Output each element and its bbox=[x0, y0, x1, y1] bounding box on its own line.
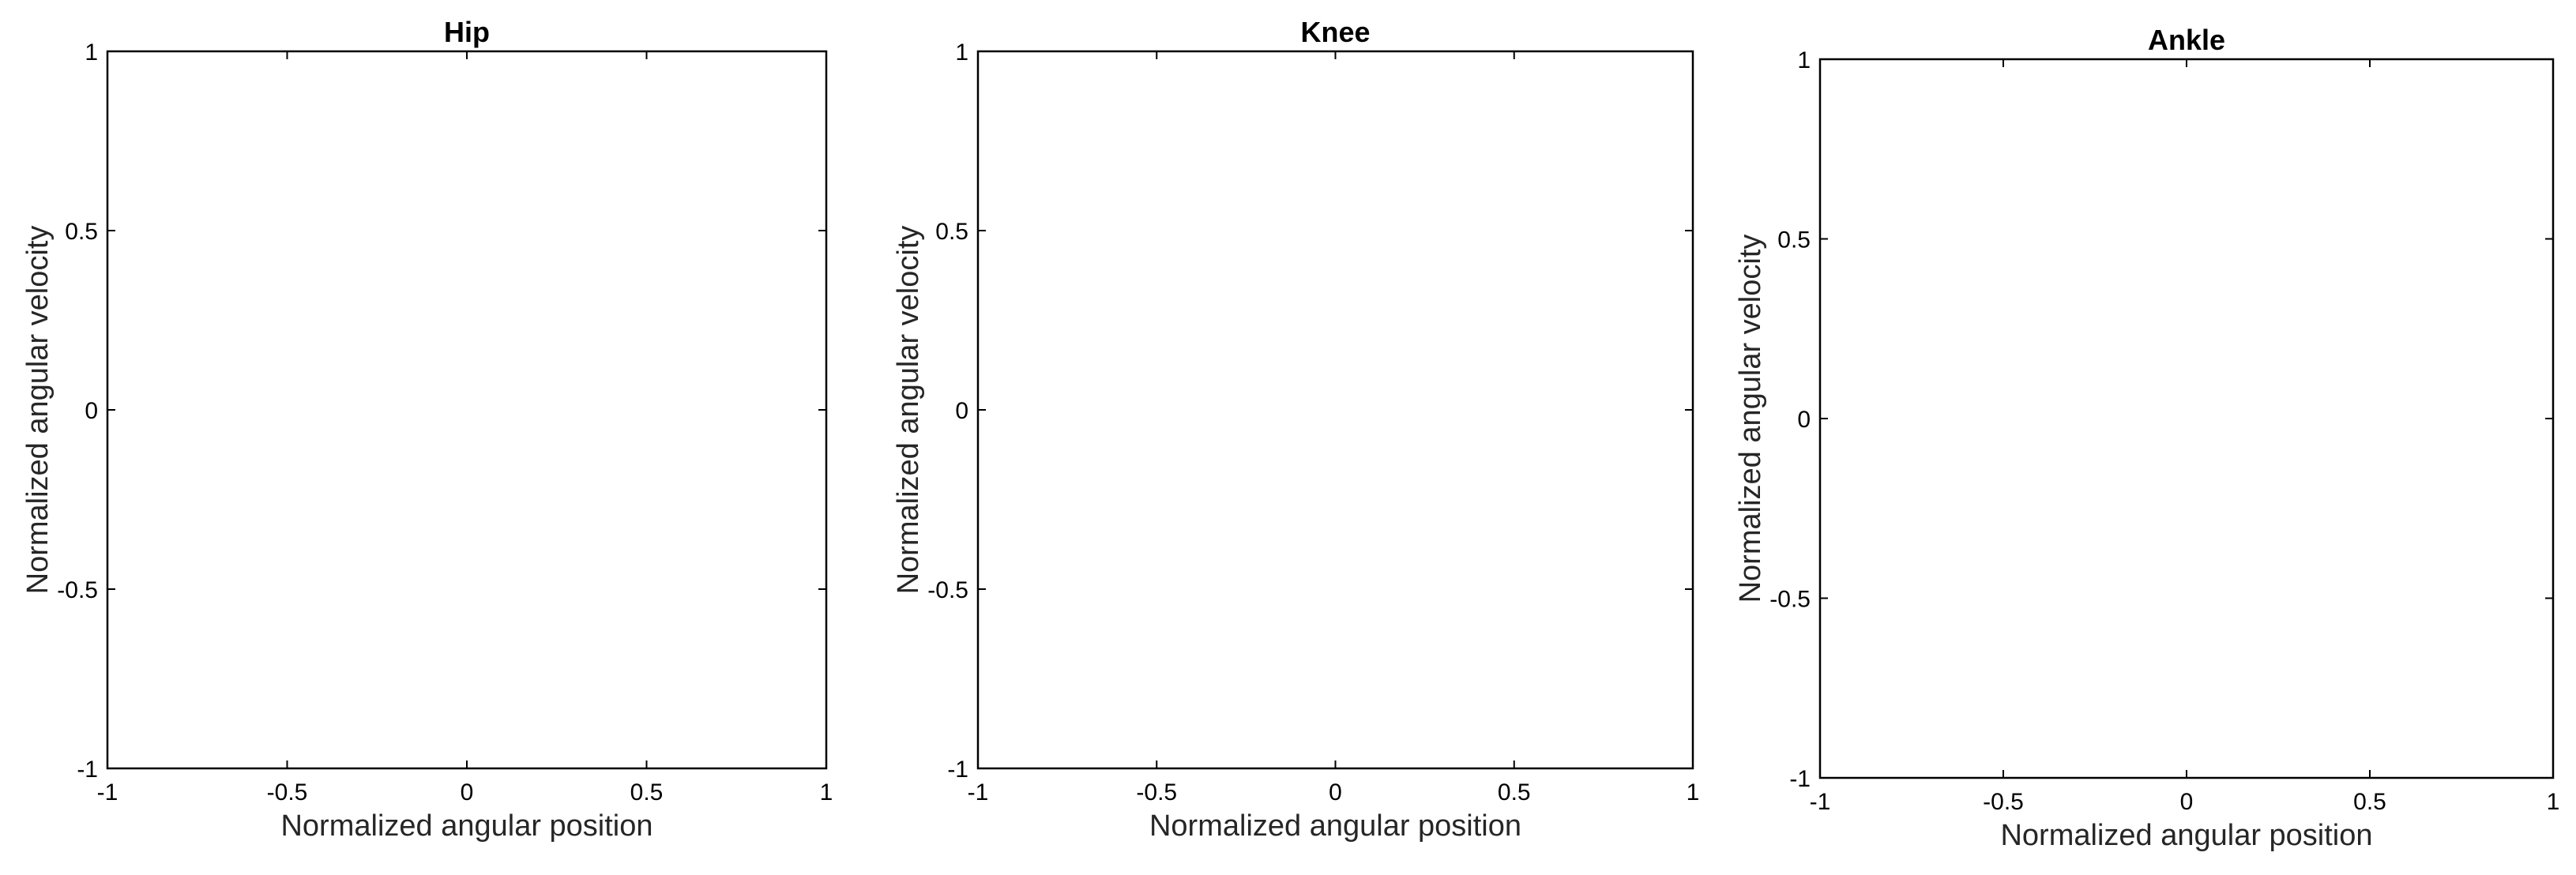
y-tick-label: 0 bbox=[1797, 407, 1811, 433]
y-tick-label: 0 bbox=[955, 398, 968, 424]
y-axis-label: Normalized angular velocity bbox=[21, 226, 55, 595]
axes-box bbox=[1818, 58, 2555, 779]
x-tick-label: -0.5 bbox=[267, 779, 308, 806]
panel-title: Hip bbox=[444, 16, 490, 48]
y-tick-label: -0.5 bbox=[1769, 587, 1811, 613]
y-tick-label: -0.5 bbox=[927, 577, 968, 603]
x-axis-label: Normalized angular position bbox=[280, 809, 652, 843]
x-tick-label: 0 bbox=[2180, 789, 2194, 815]
panel-ankle: -1 -0.5 0 0.5 1 -1 -0.5 0 0.5 1 Normalized angular… bbox=[1734, 24, 2559, 852]
x-tick-label: 1 bbox=[820, 779, 833, 806]
panel-hip: -1 -0.5 0 0.5 1 -1 -0.5 0 0.5 1 Normalized angular… bbox=[21, 16, 833, 843]
axes-box bbox=[106, 50, 828, 770]
y-tick-label: 1 bbox=[85, 39, 98, 66]
x-tick-label: -1 bbox=[968, 779, 989, 806]
x-tick-label: -1 bbox=[97, 779, 118, 806]
x-tick-label: -0.5 bbox=[1983, 789, 2024, 815]
y-tick-label: 0.5 bbox=[65, 219, 98, 245]
y-tick-label: 0.5 bbox=[1777, 227, 1811, 253]
y-tick-label: -1 bbox=[1789, 766, 1811, 792]
x-tick-label: 0.5 bbox=[1498, 779, 1531, 806]
x-tick-label: 0 bbox=[1329, 779, 1342, 806]
panel-knee: -1 -0.5 0 0.5 1 -1 -0.5 0 0.5 1 Normalized angular… bbox=[892, 16, 1699, 843]
panel-title: Knee bbox=[1300, 16, 1370, 48]
y-axis-label: Normalized angular velocity bbox=[1734, 235, 1767, 603]
x-tick-label: 1 bbox=[2547, 789, 2560, 815]
y-tick-label: -0.5 bbox=[57, 577, 98, 603]
y-axis-label: Normalized angular velocity bbox=[892, 226, 925, 595]
panel-title: Ankle bbox=[2148, 24, 2225, 56]
x-tick-label: 0.5 bbox=[2353, 789, 2386, 815]
x-tick-label: -0.5 bbox=[1136, 779, 1177, 806]
y-tick-label: 1 bbox=[955, 39, 968, 66]
y-tick-label: -1 bbox=[77, 757, 98, 783]
x-tick-label: 1 bbox=[1687, 779, 1700, 806]
y-tick-label: 1 bbox=[1797, 47, 1811, 73]
x-tick-label: -1 bbox=[1810, 789, 1831, 815]
axes-box bbox=[976, 50, 1694, 770]
y-tick-label: -1 bbox=[947, 757, 968, 783]
y-tick-label: 0.5 bbox=[935, 219, 968, 245]
y-tick-label: 0 bbox=[85, 398, 98, 424]
x-tick-label: 0 bbox=[461, 779, 474, 806]
x-axis-label: Normalized angular position bbox=[2000, 819, 2372, 852]
x-tick-label: 0.5 bbox=[630, 779, 664, 806]
x-axis-label: Normalized angular position bbox=[1149, 809, 1521, 843]
